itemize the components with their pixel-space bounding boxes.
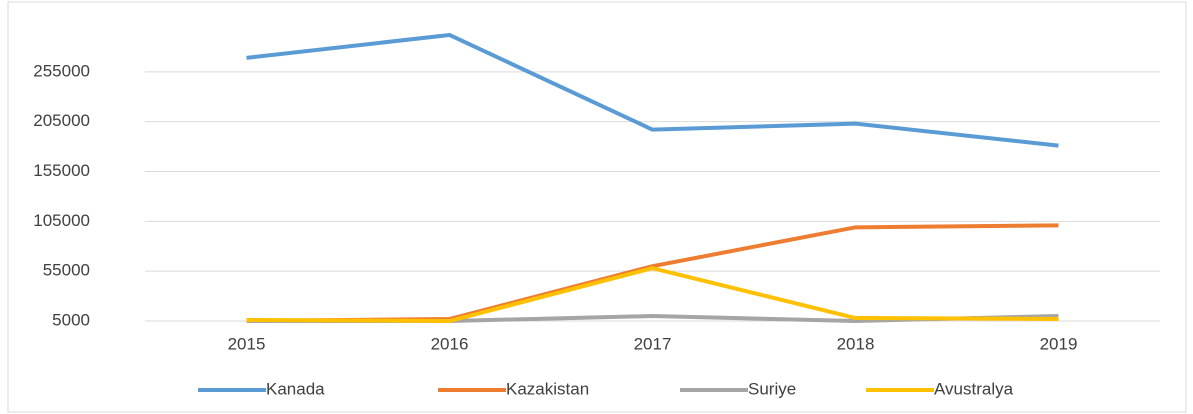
legend-label: Avustralya — [934, 379, 1014, 398]
chart-border — [7, 1, 1187, 413]
x-tick-label: 2018 — [837, 334, 875, 353]
y-tick-label: 105000 — [33, 211, 90, 230]
y-tick-label: 255000 — [33, 61, 90, 80]
legend-label: Kazakistan — [506, 379, 589, 398]
y-tick-label: 155000 — [33, 161, 90, 180]
x-tick-label: 2016 — [431, 334, 469, 353]
y-tick-label: 205000 — [33, 111, 90, 130]
y-tick-label: 5000 — [52, 310, 90, 329]
x-tick-label: 2015 — [228, 334, 266, 353]
legend-label: Kanada — [266, 379, 325, 398]
series-line — [246, 32, 1059, 148]
y-tick-label: 55000 — [43, 261, 90, 280]
x-tick-label: 2019 — [1040, 334, 1078, 353]
x-tick-label: 2017 — [634, 334, 672, 353]
series-line — [246, 266, 1059, 323]
legend-label: Suriye — [748, 379, 796, 398]
